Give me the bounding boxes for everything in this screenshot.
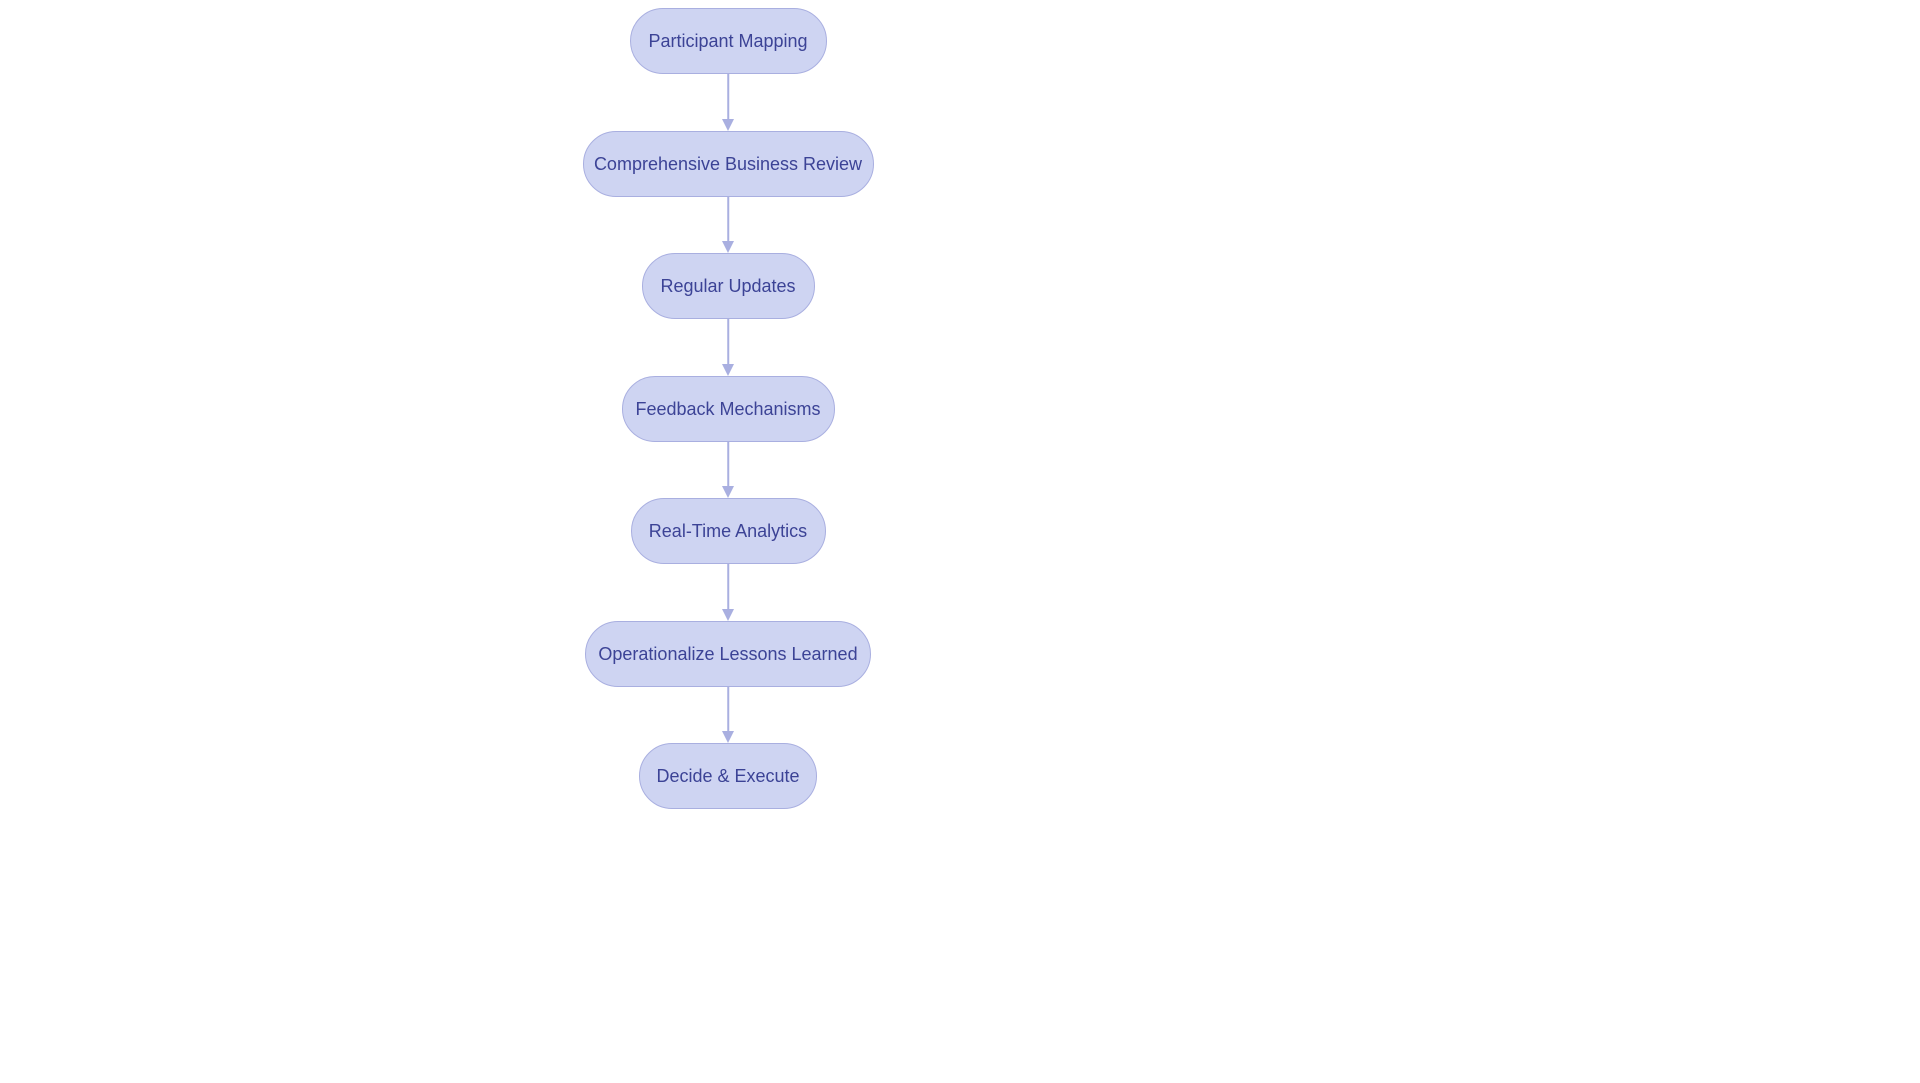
flow-node-label: Decide & Execute [656, 766, 799, 787]
flow-node: Feedback Mechanisms [622, 376, 835, 442]
flow-node: Decide & Execute [639, 743, 817, 809]
flow-node: Comprehensive Business Review [583, 131, 874, 197]
flowchart-canvas: Participant Mapping Comprehensive Busines… [0, 0, 1920, 1083]
flow-node-label: Comprehensive Business Review [594, 154, 862, 175]
flow-node: Operationalize Lessons Learned [585, 621, 871, 687]
flow-node-label: Operationalize Lessons Learned [598, 644, 857, 665]
flow-node-label: Feedback Mechanisms [635, 399, 820, 420]
flow-node-label: Participant Mapping [648, 31, 807, 52]
flow-node: Regular Updates [642, 253, 815, 319]
flow-node-label: Real-Time Analytics [649, 521, 807, 542]
flow-node: Participant Mapping [630, 8, 827, 74]
flow-node-label: Regular Updates [660, 276, 795, 297]
flow-node: Real-Time Analytics [631, 498, 826, 564]
